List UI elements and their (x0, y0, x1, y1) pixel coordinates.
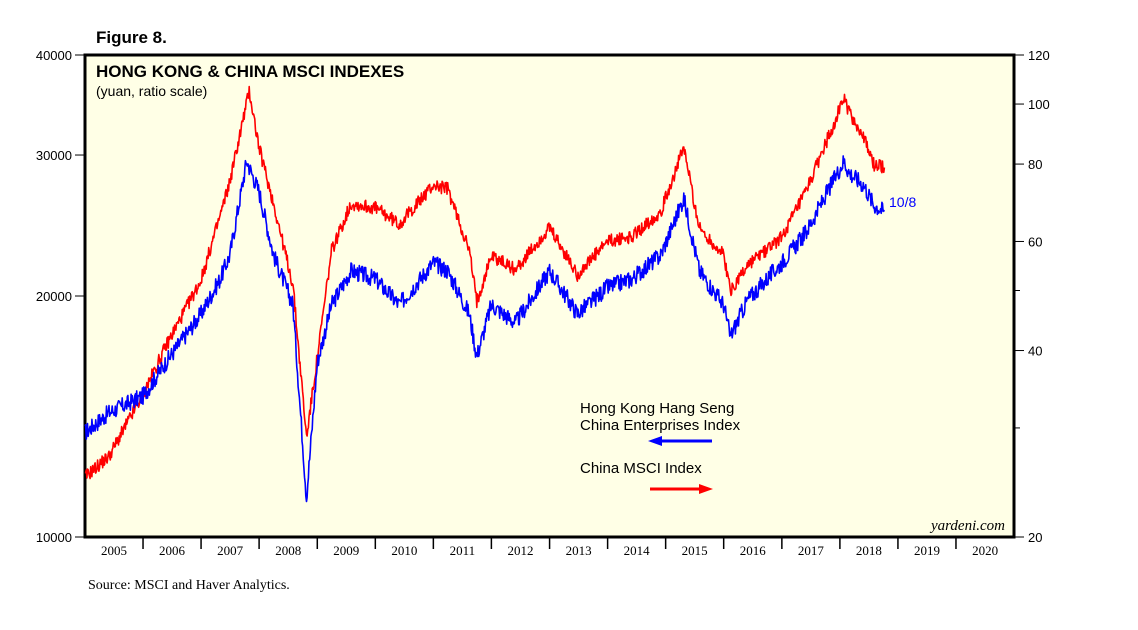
right-axis-tick-label: 20 (1028, 530, 1042, 545)
x-axis-tick-label: 2020 (972, 543, 998, 558)
chart-title: HONG KONG & CHINA MSCI INDEXES (96, 62, 404, 81)
legend-red-arrow (650, 484, 713, 494)
source-note: Source: MSCI and Haver Analytics. (88, 578, 290, 593)
x-axis-tick-label: 2018 (856, 543, 882, 558)
chart-subtitle: (yuan, ratio scale) (96, 83, 207, 99)
legend: Hong Kong Hang Seng China Enterprises In… (580, 400, 741, 494)
x-axis-tick-label: 2010 (391, 543, 417, 558)
legend-blue-line-1: Hong Kong Hang Seng (580, 400, 734, 417)
x-axis-tick-label: 2014 (624, 543, 651, 558)
right-axis-tick-label: 60 (1028, 234, 1042, 249)
x-axis-tick-label: 2012 (507, 543, 533, 558)
plot-area (83, 53, 1016, 539)
left-axis-tick-label: 20000 (36, 289, 72, 304)
end-date-label: 10/8 (889, 194, 916, 210)
legend-blue-arrow (648, 436, 712, 446)
left-axis-tick-label: 10000 (36, 530, 72, 545)
x-axis-tick-label: 2007 (217, 543, 244, 558)
series-line-hang-seng (84, 155, 886, 503)
right-axis: 20 40 60 80 100 120 (1014, 48, 1050, 545)
x-axis-tick-label: 2006 (159, 543, 186, 558)
x-axis: 2005 2006 2007 2008 2009 2010 2011 2012 2013 2014… (101, 537, 998, 558)
left-axis-tick-label: 40000 (36, 48, 72, 63)
series-layer (84, 85, 886, 503)
x-axis-tick-label: 2019 (914, 543, 940, 558)
x-axis-tick-label: 2011 (450, 543, 476, 558)
right-axis-tick-label: 40 (1028, 344, 1042, 359)
left-axis: 10000 20000 30000 40000 (36, 48, 85, 545)
x-axis-tick-label: 2008 (275, 543, 301, 558)
x-axis-tick-label: 2015 (682, 543, 708, 558)
figure-label: Figure 8. (96, 28, 167, 47)
x-axis-tick-label: 2017 (798, 543, 825, 558)
right-axis-tick-label: 120 (1028, 48, 1050, 63)
x-axis-tick-label: 2009 (333, 543, 359, 558)
legend-blue-line-2: China Enterprises Index (580, 417, 741, 434)
legend-red-line-1: China MSCI Index (580, 460, 702, 477)
right-axis-tick-label: 80 (1028, 157, 1042, 172)
left-axis-tick-label: 30000 (36, 148, 72, 163)
x-axis-tick-label: 2016 (740, 543, 767, 558)
series-line-china-msci (84, 85, 886, 480)
right-axis-tick-label: 100 (1028, 97, 1050, 112)
x-axis-tick-label: 2013 (566, 543, 592, 558)
watermark: yardeni.com (929, 518, 1005, 534)
x-axis-tick-label: 2005 (101, 543, 127, 558)
